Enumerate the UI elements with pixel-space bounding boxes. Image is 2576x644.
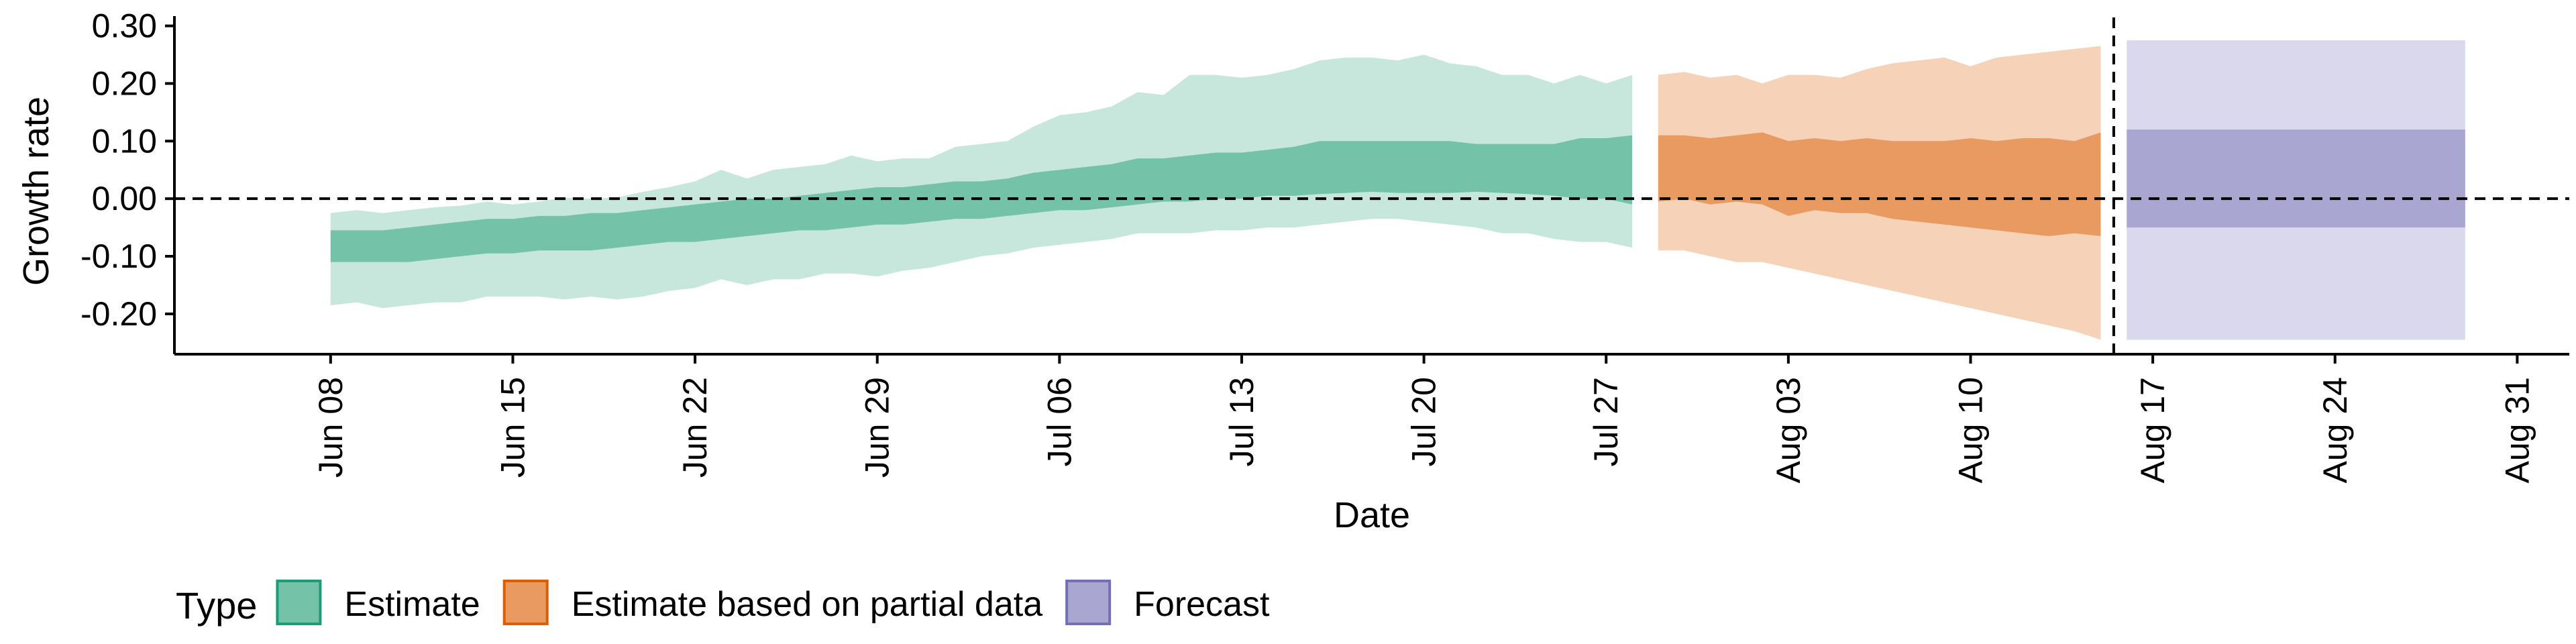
x-tick-label: Aug 17 xyxy=(2134,377,2171,483)
forecast-50-band xyxy=(2127,129,2465,228)
y-tick-label: 0.10 xyxy=(92,122,157,160)
y-axis-title: Growth rate xyxy=(16,97,56,286)
x-tick-label: Jun 08 xyxy=(312,377,350,478)
y-tick-label: -0.10 xyxy=(80,237,157,275)
x-tick-label: Jul 20 xyxy=(1405,377,1443,466)
y-tick-label: -0.20 xyxy=(80,295,157,333)
y-tick-label: 0.20 xyxy=(92,64,157,102)
uncertainty-bands xyxy=(330,40,2465,340)
x-tick-label: Jun 22 xyxy=(676,377,714,478)
x-tick-label: Aug 31 xyxy=(2498,377,2536,483)
x-tick-label: Aug 10 xyxy=(1952,377,1990,483)
x-tick-label: Jul 13 xyxy=(1223,377,1260,466)
x-axis-title: Date xyxy=(1334,495,1410,535)
y-tick-label: 0.00 xyxy=(92,180,157,217)
x-axis-ticks: Jun 08 Jun 15 Jun 22 Jun 29 Jul 06 Jul 13 Jul … xyxy=(312,354,2536,483)
y-tick-label: 0.30 xyxy=(92,7,157,45)
x-tick-label: Aug 24 xyxy=(2316,377,2354,483)
x-tick-label: Jun 15 xyxy=(494,377,531,478)
legend: Type Estimate Estimate based on partial d… xyxy=(176,580,1270,627)
legend-label: Estimate based on partial data xyxy=(572,585,1043,624)
y-axis-ticks: -0.20 -0.10 0.00 0.10 0.20 0.30 xyxy=(80,7,174,333)
legend-key xyxy=(1065,580,1112,625)
legend-title: Type xyxy=(176,584,257,627)
x-tick-label: Jul 27 xyxy=(1587,377,1625,466)
legend-label: Estimate xyxy=(344,585,480,624)
estimate-based-on-partial-data-50-band xyxy=(1658,132,2101,236)
x-tick-label: Jul 06 xyxy=(1040,377,1078,466)
legend-key xyxy=(502,580,549,625)
legend-label: Forecast xyxy=(1134,585,1270,624)
legend-key xyxy=(276,580,322,625)
x-tick-label: Jun 29 xyxy=(859,377,896,478)
x-tick-label: Aug 03 xyxy=(1770,377,1807,483)
